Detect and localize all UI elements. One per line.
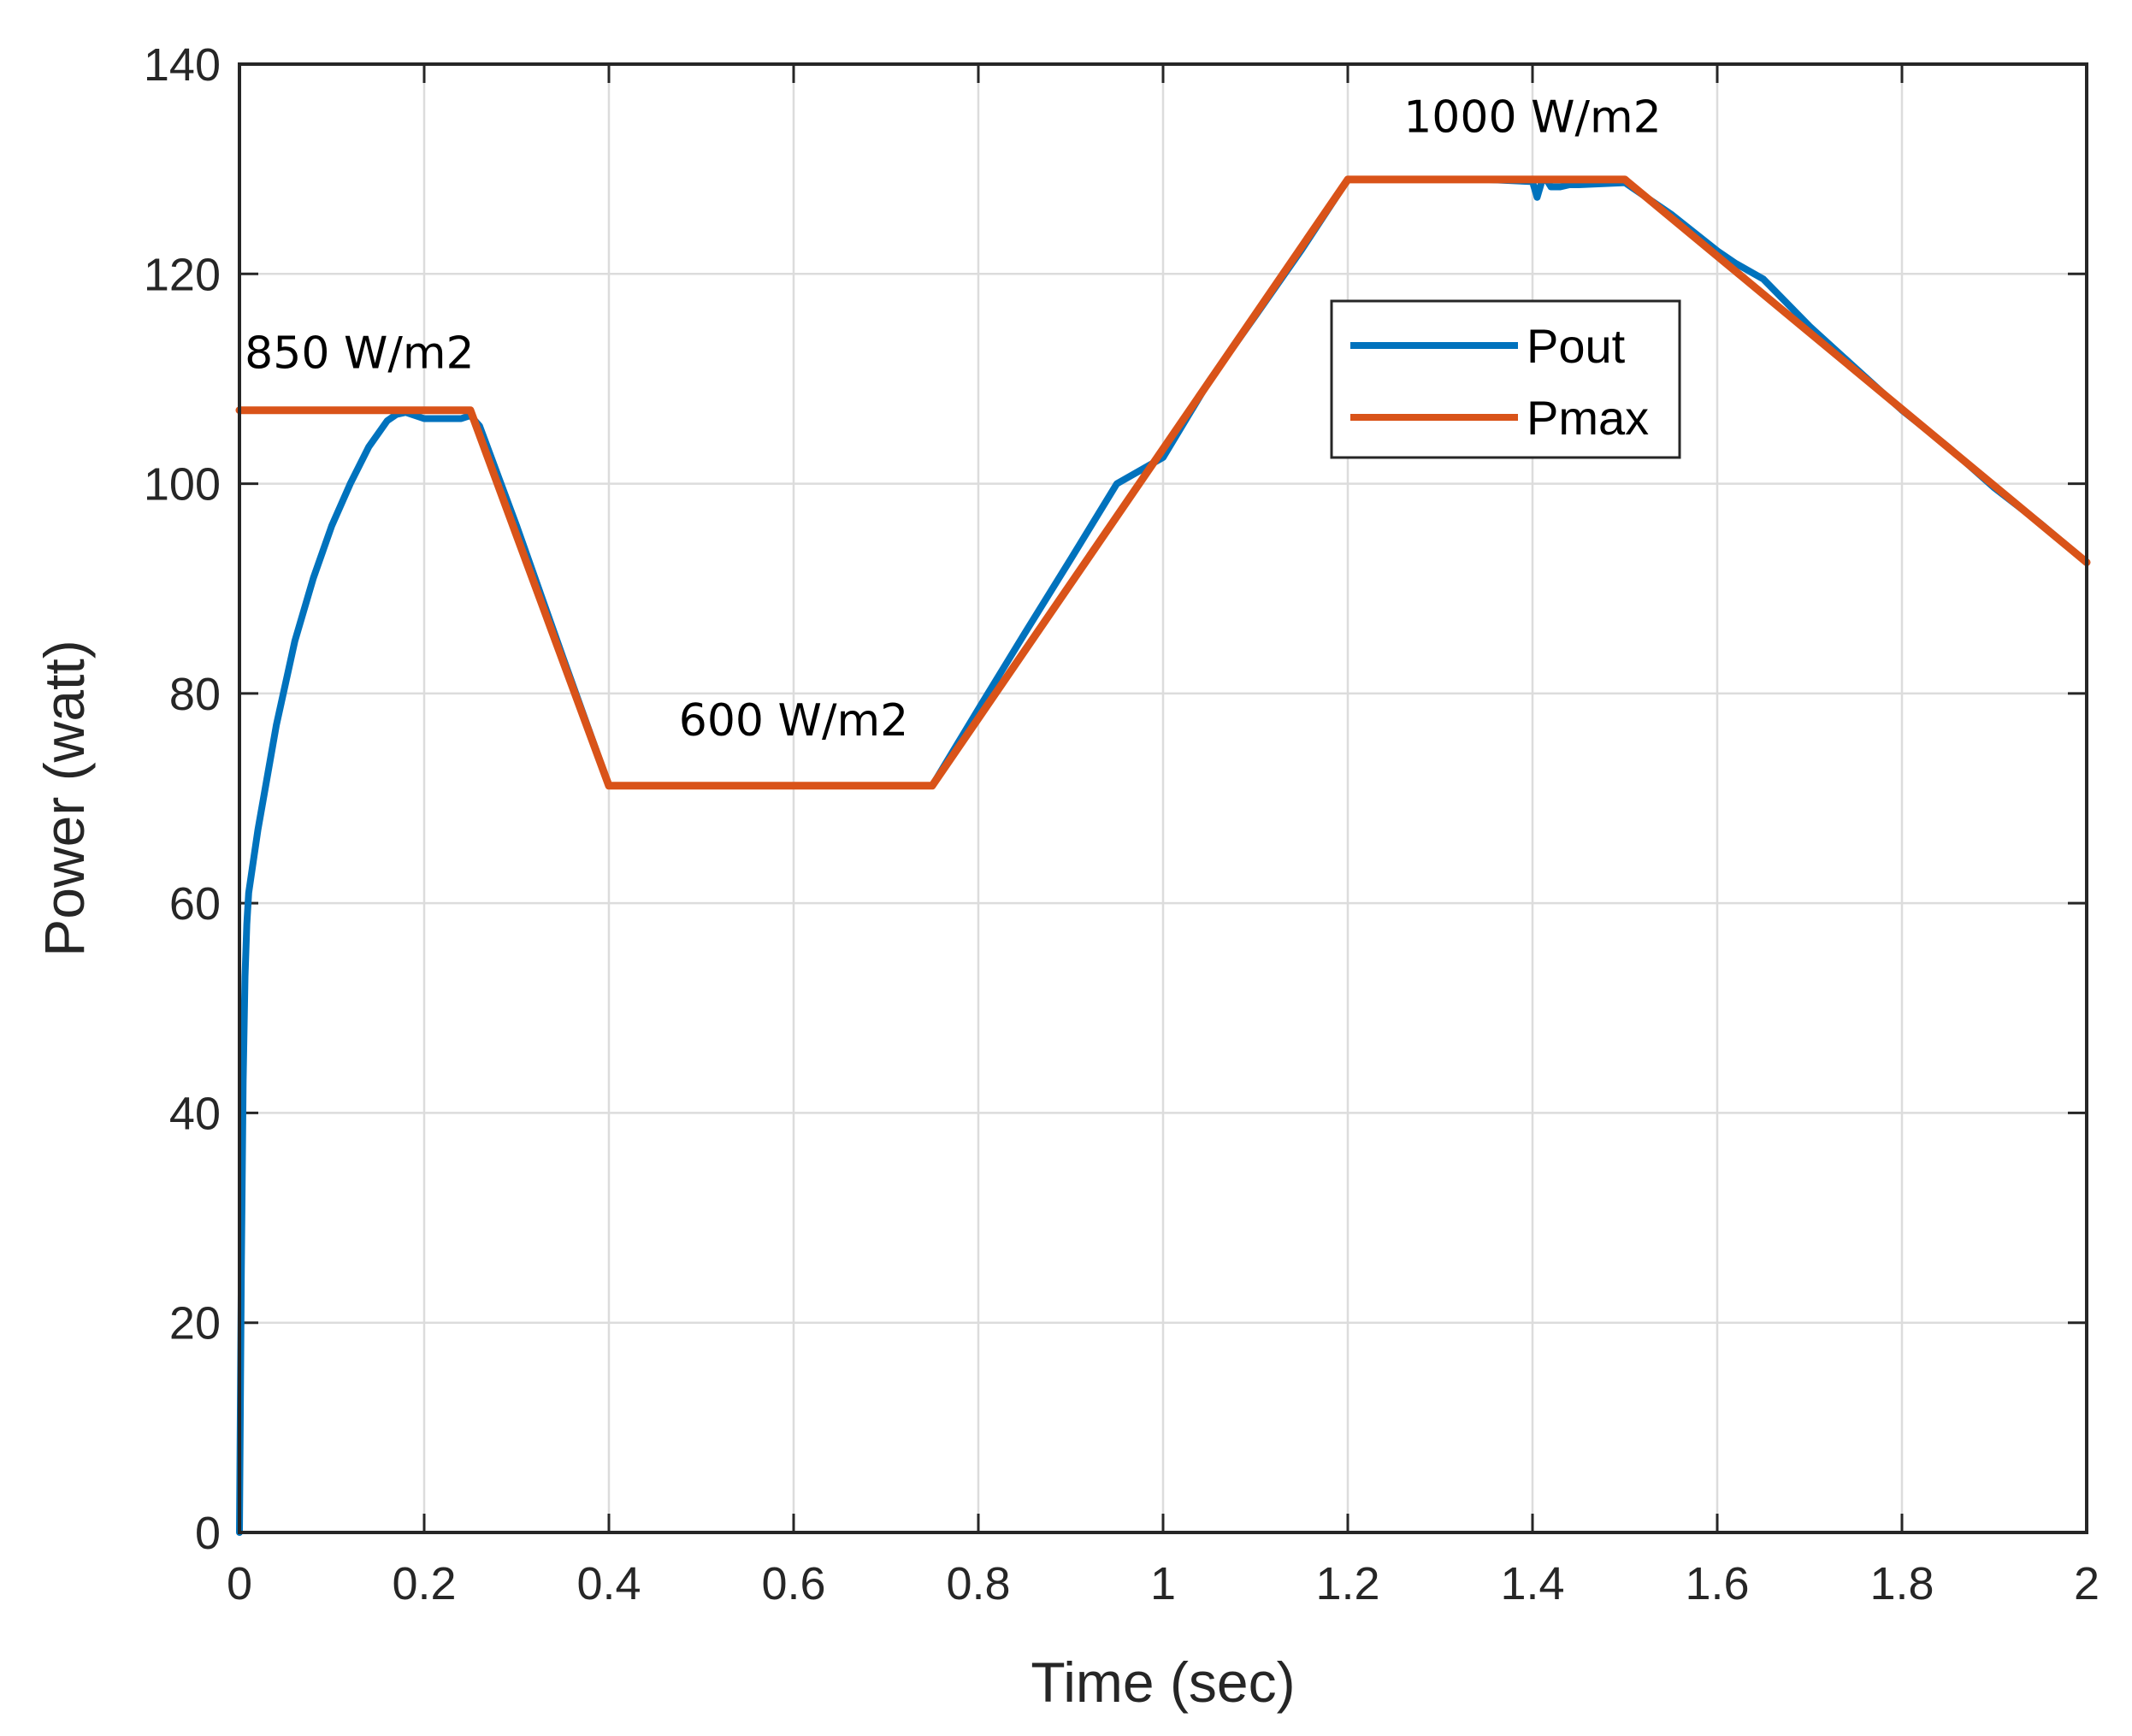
y-tick-label: 140 [144,39,221,91]
x-tick-label: 0.2 [392,1558,456,1609]
annotations: 850 W/m2 600 W/m2 1000 W/m2 [245,92,1662,747]
axes-box [238,62,2088,1534]
y-tick-labels: 0 20 40 60 80 100 120 140 [144,39,221,1559]
y-tick-label: 80 [169,669,221,720]
x-tick-label: 0 [227,1558,252,1609]
x-tick-label: 1 [1150,1558,1176,1609]
legend-box [1330,299,1681,459]
x-axis-label: Time (sec) [1031,1650,1295,1714]
y-tick-label: 100 [144,459,221,511]
irradiance-annotation: 1000 W/m2 [1403,92,1662,144]
x-tick-label: 0.8 [946,1558,1010,1609]
series-line-pmax [235,175,2091,790]
legend: Pout Pmax [1330,299,1681,459]
y-axis-label: Power (watt) [32,640,96,956]
x-tick-labels: 0 0.2 0.4 0.6 0.8 1 1.2 1.4 1.6 1.8 2 [227,1558,2100,1609]
x-tick-label: 0.4 [576,1558,641,1609]
legend-label-pout: Pout [1527,319,1626,373]
axis-ticks [238,62,2088,1534]
y-tick-label: 20 [169,1298,221,1349]
x-tick-label: 1.4 [1500,1558,1564,1609]
x-tick-label: 1.6 [1685,1558,1749,1609]
x-tick-label: 2 [2074,1558,2100,1609]
x-tick-label: 0.6 [761,1558,825,1609]
y-tick-label: 0 [195,1508,221,1559]
y-tick-label: 40 [169,1088,221,1139]
irradiance-annotation: 600 W/m2 [679,695,908,747]
legend-label-pmax: Pmax [1527,391,1649,445]
y-tick-label: 60 [169,878,221,930]
x-tick-label: 1.8 [1869,1558,1934,1609]
x-tick-label: 1.2 [1315,1558,1379,1609]
irradiance-annotation: 850 W/m2 [245,328,474,380]
series-lines [235,175,2091,1536]
y-tick-label: 120 [144,249,221,300]
